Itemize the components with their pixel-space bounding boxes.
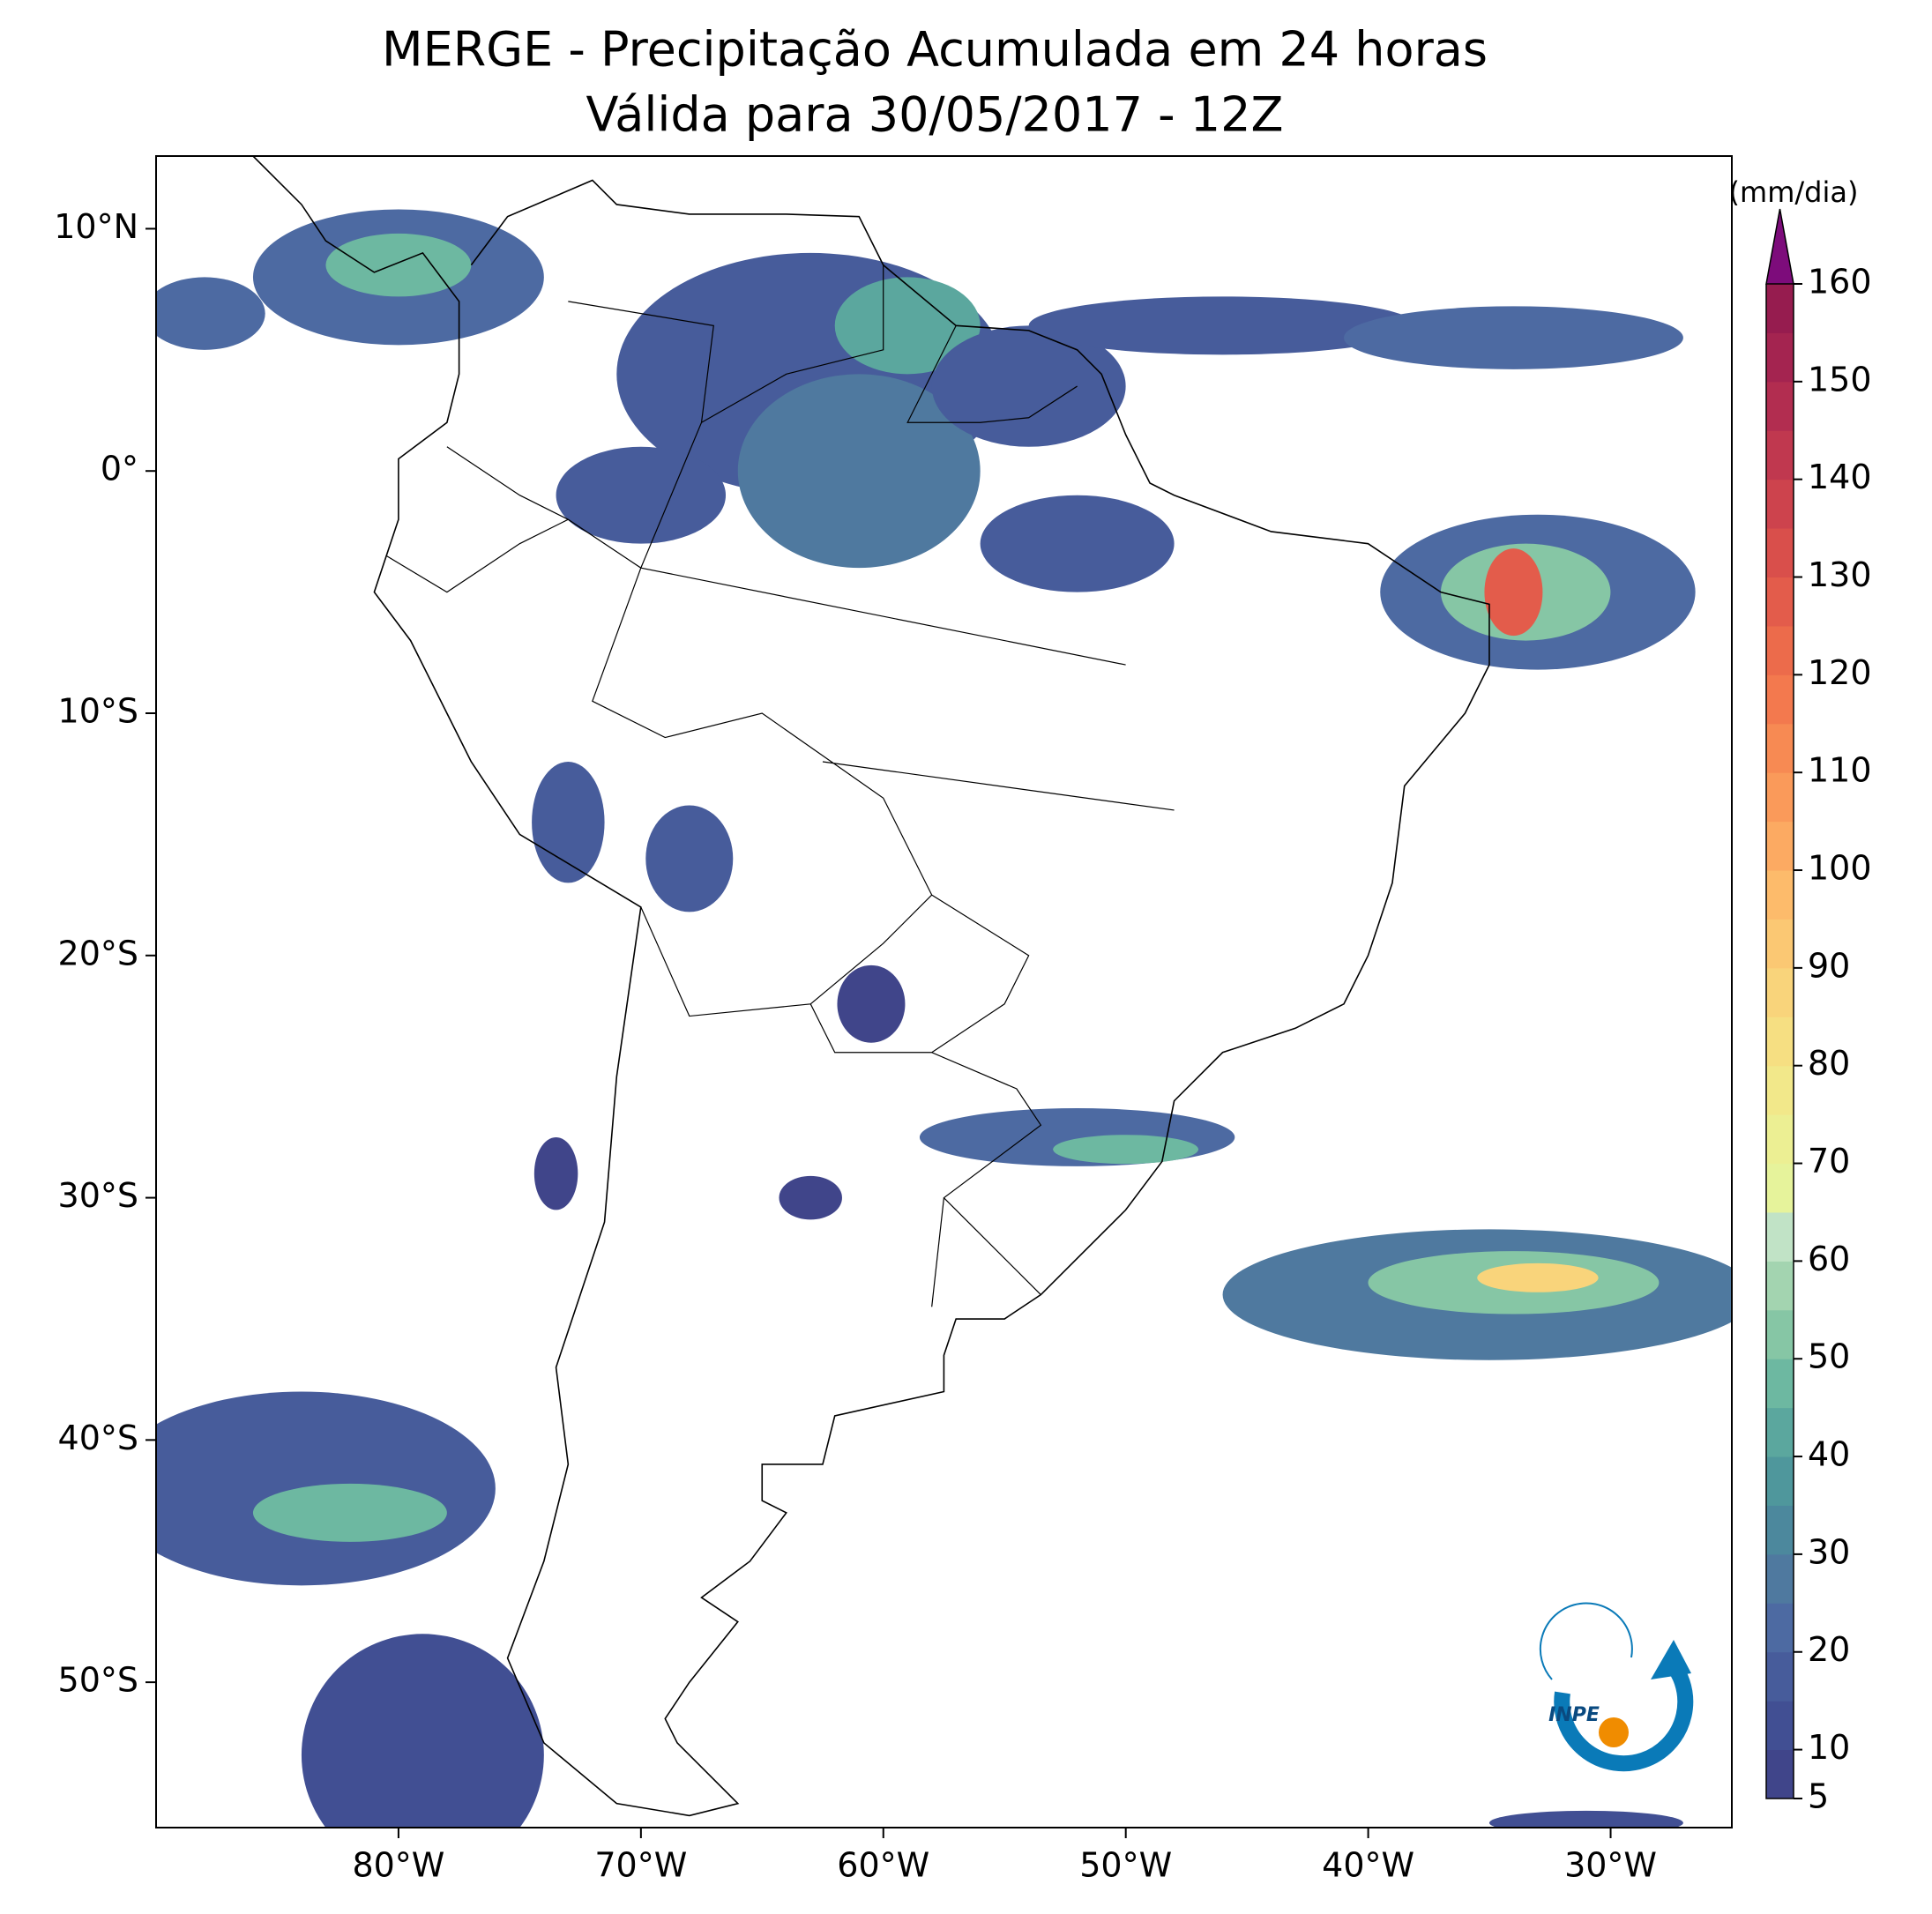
colorbar-band [1766, 1359, 1794, 1409]
logo-arrow [1651, 1640, 1691, 1679]
logo-text: INPE [1548, 1704, 1600, 1726]
colorbar-tick-label: 110 [1808, 751, 1872, 790]
coastline [205, 132, 1489, 1816]
x-tick-label: 80°W [352, 1846, 444, 1885]
rain-area [301, 1634, 544, 1828]
geo-layer [156, 132, 1732, 1828]
rain-area [1477, 1262, 1599, 1292]
rain-area [556, 446, 727, 544]
colorbar-band [1766, 967, 1794, 1017]
colorbar-band [1766, 772, 1794, 823]
rain-area [532, 762, 605, 883]
colorbar-tick-label: 30 [1808, 1532, 1850, 1571]
colorbar-band [1766, 1407, 1794, 1457]
x-tick-label: 40°W [1322, 1846, 1414, 1885]
colorbar-band [1766, 821, 1794, 871]
colorbar-tick-label: 40 [1808, 1435, 1850, 1474]
colorbar-band [1766, 1505, 1794, 1555]
rain-area [252, 1483, 447, 1542]
y-tick-label: 50°S [58, 1661, 138, 1700]
colorbar-tick-label: 130 [1808, 555, 1872, 594]
precipitation-field [156, 209, 1732, 1828]
logo-arc [1554, 1651, 1694, 1772]
y-tick-label: 0° [101, 450, 138, 488]
x-tick-label: 70°W [594, 1846, 687, 1885]
rain-area [837, 964, 906, 1043]
colorbar-tick-label: 20 [1808, 1630, 1850, 1669]
colorbar-band [1766, 381, 1794, 431]
inpe-logo: INPE [1539, 1602, 1694, 1772]
colorbar-tick-label: 5 [1808, 1777, 1829, 1816]
colorbar-band [1766, 625, 1794, 675]
logo-sun [1599, 1717, 1629, 1747]
colorbar-band [1766, 1211, 1794, 1262]
title: MERGE - Precipitação Acumulada em 24 hor… [382, 22, 1488, 78]
colorbar-band [1766, 528, 1794, 578]
colorbar-tick-label: 70 [1808, 1142, 1850, 1180]
colorbar-band [1766, 1261, 1794, 1311]
rain-area [1484, 548, 1543, 637]
colorbar-tick-label: 100 [1808, 849, 1872, 888]
x-tick-label: 50°W [1079, 1846, 1172, 1885]
colorbar-band [1766, 919, 1794, 969]
map-frame [155, 155, 1733, 1828]
colorbar-label: (mm/dia) [1729, 175, 1859, 209]
rain-area [156, 277, 265, 350]
colorbar-outline [1765, 284, 1794, 1799]
colorbar-tick-label: 120 [1808, 653, 1872, 692]
rain-area [1488, 1810, 1683, 1828]
colorbar-band [1766, 577, 1794, 627]
colorbar-band [1766, 1163, 1794, 1213]
colorbar-band [1766, 1309, 1794, 1359]
y-tick-label: 10°N [54, 207, 138, 246]
country-borders [386, 265, 1174, 1307]
y-tick-label: 30°S [58, 1176, 138, 1215]
x-tick-label: 30°W [1564, 1846, 1657, 1885]
colorbar-tick-label: 10 [1808, 1728, 1850, 1767]
colorbar-band [1766, 1017, 1794, 1067]
rain-area [980, 495, 1175, 592]
colorbar-band [1766, 1456, 1794, 1506]
rain-area [645, 805, 734, 912]
colorbar-band [1766, 1701, 1794, 1751]
colorbar-band [1766, 284, 1794, 333]
colorbar-tick-label: 140 [1808, 458, 1872, 496]
colorbar-tick-label: 90 [1808, 946, 1850, 985]
rain-area [533, 1136, 578, 1210]
colorbar-band [1766, 332, 1794, 383]
rain-area [325, 233, 472, 297]
colorbar-band [1766, 479, 1794, 529]
colorbar-tick-label: 160 [1808, 263, 1872, 302]
colorbar-band [1766, 870, 1794, 920]
y-tick-label: 20°S [58, 934, 138, 972]
colorbar-tick-label: 80 [1808, 1044, 1850, 1083]
colorbar-tick-label: 50 [1808, 1337, 1850, 1376]
colorbar-band [1766, 723, 1794, 773]
map-area [156, 132, 1732, 1828]
logo-orbit [1539, 1602, 1633, 1680]
rain-area [1028, 296, 1417, 355]
y-tick-label: 10°S [58, 692, 138, 731]
y-tick-label: 40°S [58, 1419, 138, 1457]
subtitle: Válida para 30/05/2017 - 12Z [586, 87, 1284, 143]
colorbar-tick-label: 60 [1808, 1240, 1850, 1278]
colorbar-band [1766, 1651, 1794, 1702]
rain-area [1053, 1135, 1199, 1165]
colorbar-band [1766, 1553, 1794, 1604]
colorbar-band [1766, 430, 1794, 480]
colorbar-band [1766, 1603, 1794, 1653]
colorbar-extend [1765, 208, 1794, 285]
colorbar-band [1766, 674, 1794, 725]
colorbar-band [1766, 1749, 1794, 1799]
rain-area [1344, 306, 1683, 369]
rain-area [779, 1175, 842, 1220]
x-tick-label: 60°W [837, 1846, 929, 1885]
colorbar-band [1766, 1065, 1794, 1115]
rain-area [931, 325, 1126, 447]
colorbar-tick-label: 150 [1808, 360, 1872, 398]
colorbar-band [1766, 1114, 1794, 1165]
